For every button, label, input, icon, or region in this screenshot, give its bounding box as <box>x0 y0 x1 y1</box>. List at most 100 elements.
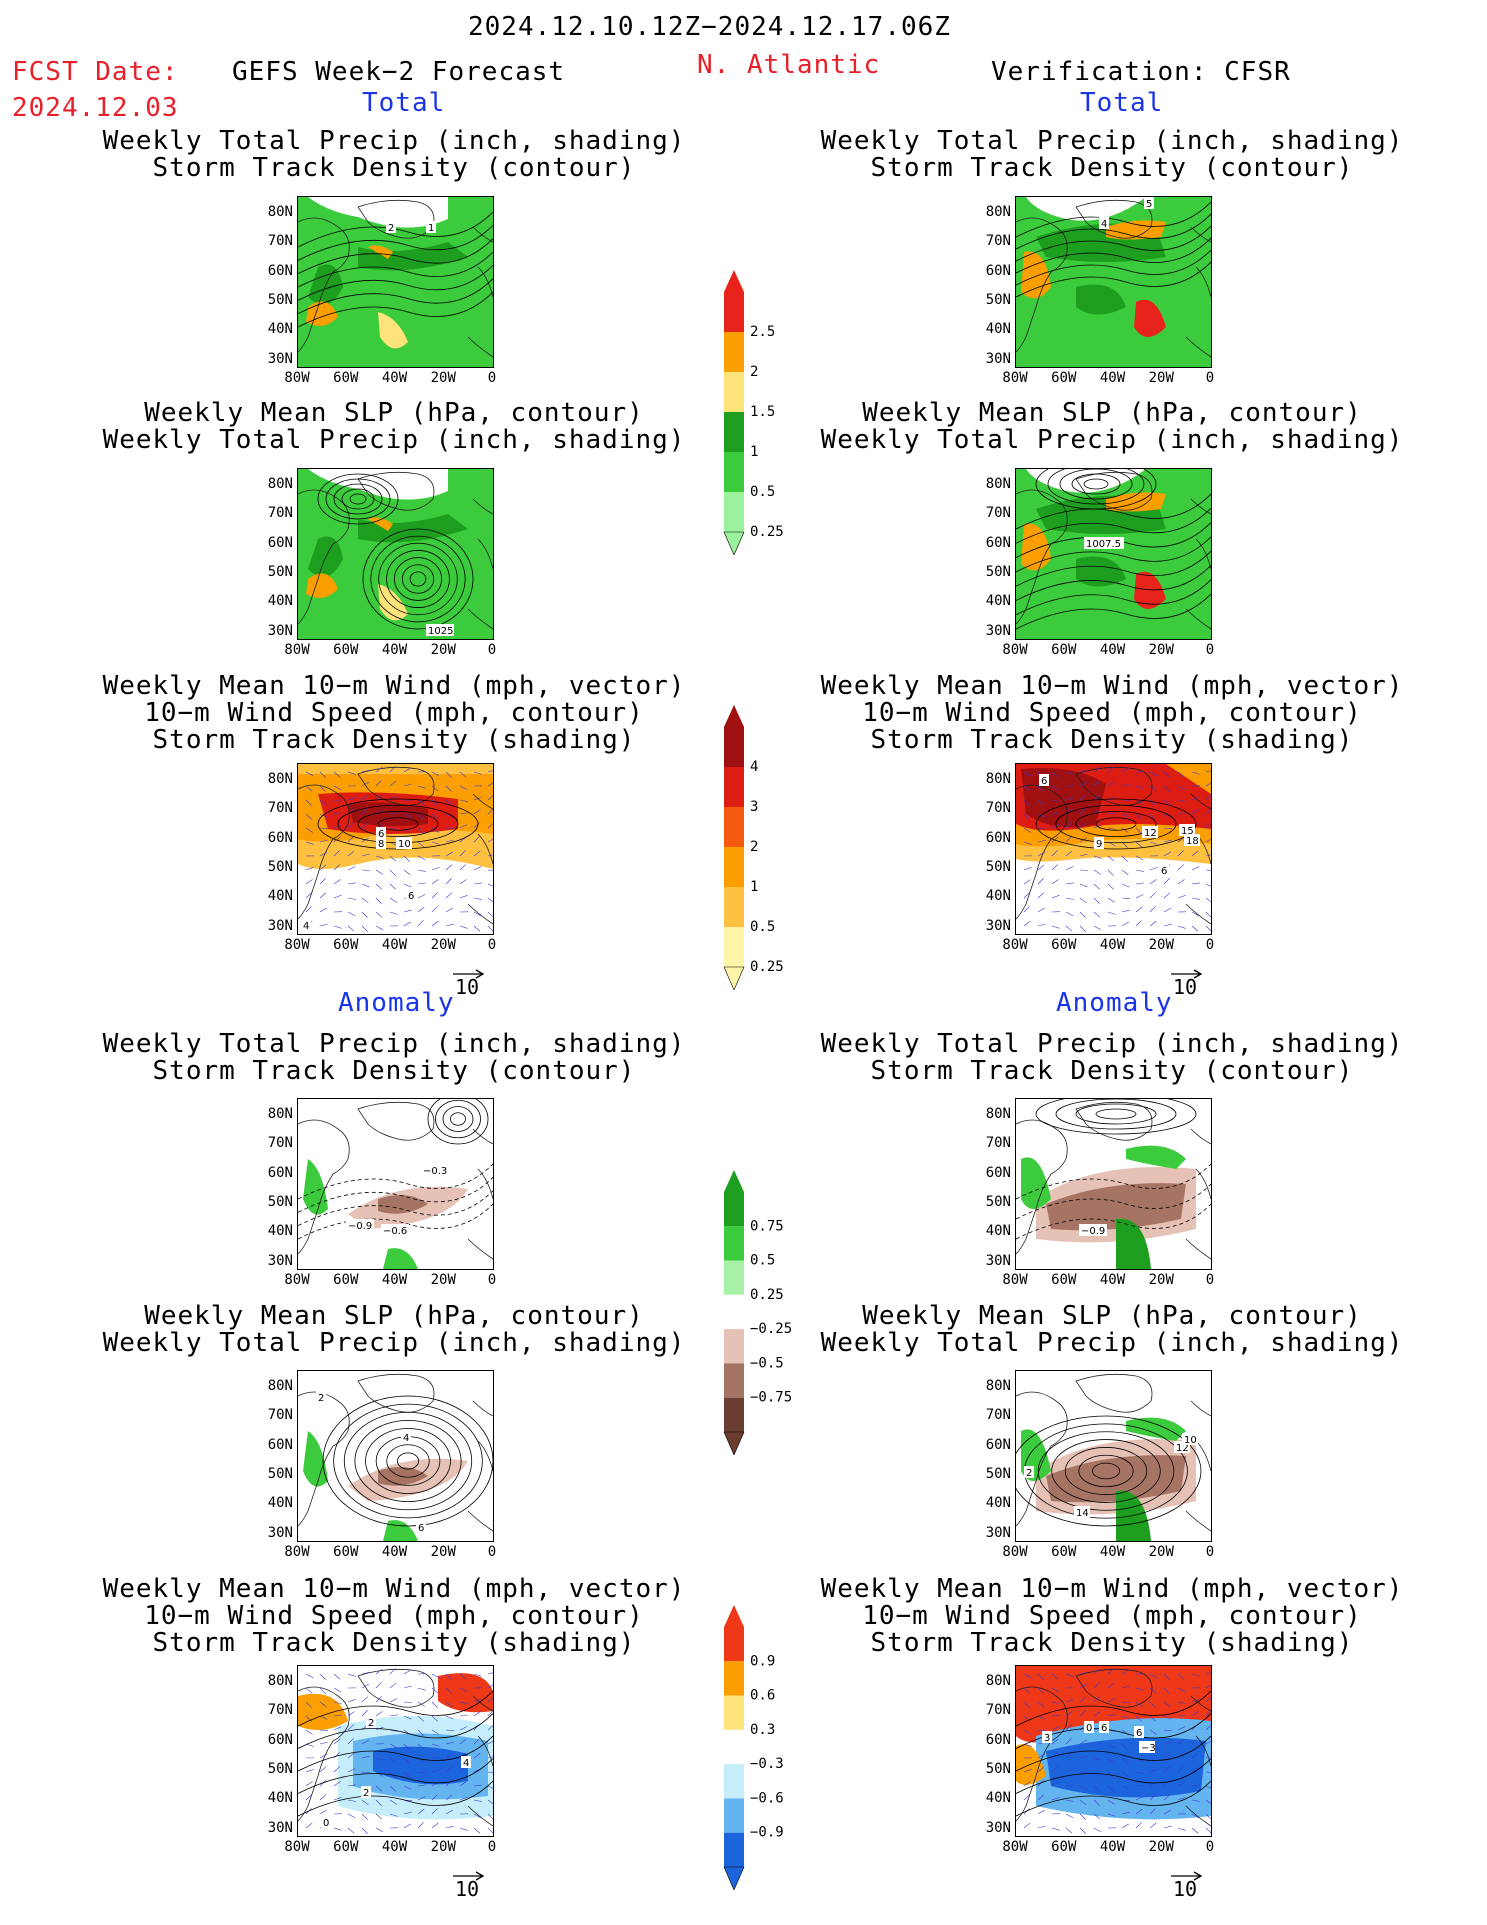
lon-tick-label: 20W <box>430 1272 456 1288</box>
lat-tick-label: 30N <box>267 622 293 639</box>
contour-label-bg <box>1084 1721 1094 1733</box>
lon-tick-label: 80W <box>284 937 310 953</box>
section-anomaly-left: Anomaly <box>338 988 455 1018</box>
lon-tick-label: 40W <box>1099 642 1126 658</box>
colorbar-segment <box>724 1294 744 1330</box>
lat-tick-label: 80N <box>985 204 1011 220</box>
lon-tick-label: 20W <box>430 1839 456 1855</box>
lat-tick-label: 30N <box>985 622 1011 639</box>
lon-tick-label: 20W <box>1148 1839 1174 1855</box>
contour-label: 9 <box>1096 839 1102 850</box>
lon-tick-label: 20W <box>430 1544 456 1560</box>
contour-label: 6 <box>408 891 414 902</box>
lon-tick-label: 60W <box>1051 1272 1077 1288</box>
lat-tick-label: 60N <box>985 1731 1011 1748</box>
colorbar-segment <box>724 887 744 927</box>
colorbar-segment <box>724 1832 744 1867</box>
panel-title-r3-left: Weekly Mean 10−m Wind (mph, vector) 10−m … <box>102 671 686 755</box>
colorbar-label: 0.25 <box>750 959 784 975</box>
lon-tick-label: 0 <box>487 1544 497 1560</box>
map-r5-left: 2 4 6 <box>297 1370 494 1542</box>
lon-tick-label: 80W <box>1002 642 1028 658</box>
colorbar-segment <box>724 452 744 492</box>
lon-tick-label: 80W <box>1002 1839 1028 1855</box>
colorbar-segment <box>724 1192 744 1227</box>
colorbar-segment <box>724 767 744 807</box>
colorbar-label: 1 <box>750 444 758 460</box>
colorbar-segment <box>724 412 744 452</box>
lat-tick-label: 40N <box>267 1495 293 1512</box>
panel-title-r6-left: Weekly Mean 10−m Wind (mph, vector) 10−m … <box>102 1574 686 1658</box>
contour-label: −0.3 <box>423 1166 447 1177</box>
contour-label: 2 <box>318 1393 324 1404</box>
map-r6-left: 2 4 2 0 <box>297 1665 494 1837</box>
colorbar-segment <box>724 807 744 847</box>
contour-label: 0 <box>1086 1723 1092 1734</box>
lat-tick-label: 30N <box>267 350 293 367</box>
vector-ref-r3-right: 10 <box>1170 965 1204 999</box>
contour-label-bg <box>1024 1466 1034 1478</box>
forecast-title: GEFS Week−2 Forecast <box>232 57 566 87</box>
lat-tick-label: 50N <box>985 858 1011 875</box>
lat-tick-label: 70N <box>985 800 1011 817</box>
colorbar-segment <box>724 1729 744 1765</box>
contour-label: −0.6 <box>383 1226 407 1237</box>
lat-tick-label: 40N <box>267 321 293 338</box>
lat-tick-label: 60N <box>985 1164 1011 1181</box>
lon-tick-label: 0 <box>487 937 497 953</box>
date-range-title: 2024.12.10.12Z−2024.12.17.06Z <box>468 12 951 42</box>
contour-label: 6 <box>1101 1723 1107 1734</box>
lat-tick-label: 60N <box>267 1436 293 1453</box>
lon-tick-label: 20W <box>1148 1544 1174 1560</box>
vector-ref-r6-left: 10 <box>452 1867 486 1901</box>
lat-tick-label: 30N <box>985 917 1011 934</box>
colorbar-segment <box>724 1605 744 1627</box>
section-total-right: Total <box>1080 88 1164 118</box>
contour-label: 3 <box>1044 1733 1050 1744</box>
lat-tick-label: 30N <box>267 1524 293 1541</box>
lon-tick-label: 40W <box>381 1544 408 1560</box>
lat-tick-label: 30N <box>267 1252 293 1269</box>
panel-title-r2-right: Weekly Mean SLP (hPa, contour) Weekly Tot… <box>820 398 1404 455</box>
contour-label-bg <box>426 221 436 233</box>
lon-tick-label: 60W <box>1051 937 1077 953</box>
panel-title-r5-right: Weekly Mean SLP (hPa, contour) Weekly Tot… <box>820 1301 1404 1358</box>
contour-label: 10 <box>398 839 411 850</box>
contour-label-bg <box>1099 217 1109 229</box>
lat-tick-label: 70N <box>267 233 293 250</box>
lon-tick-label: 0 <box>487 1839 497 1855</box>
lat-tick-label: 40N <box>985 1495 1011 1512</box>
lat-tick-label: 30N <box>267 1819 293 1836</box>
lat-tick-label: 70N <box>985 1407 1011 1424</box>
colorbar-label: 2 <box>750 839 758 855</box>
lat-tick-label: 80N <box>985 771 1011 787</box>
map-r5-right: 2 12 10 14 <box>1015 1370 1212 1542</box>
lat-tick-label: 80N <box>985 1378 1011 1394</box>
contour-label-bg <box>1142 826 1158 838</box>
contour-label-bg <box>1184 834 1200 846</box>
contour-label-bg <box>321 1816 331 1828</box>
contour-label: 10 <box>1184 1435 1197 1446</box>
colorbar-segment <box>724 847 744 887</box>
colorbar-label: 2 <box>750 364 758 380</box>
lon-tick-label: 0 <box>1205 937 1215 953</box>
colorbar-label: 1 <box>750 879 758 895</box>
colorbar-label: 0.25 <box>750 1287 784 1303</box>
contour-label: 6 <box>378 829 384 840</box>
colorbar-storm-anomaly: 0.9 0.6 0.3 −0.3 −0.6 −0.9 <box>722 1605 802 1891</box>
vector-ref-r3-left: 10 <box>452 965 486 999</box>
lat-tick-label: 60N <box>985 534 1011 551</box>
lat-tick-label: 30N <box>985 1524 1011 1541</box>
contour-label: 2 <box>368 1718 374 1729</box>
contour-label-bg <box>426 624 454 636</box>
contour-label-bg <box>1042 1731 1052 1743</box>
contour-label: 6 <box>1041 776 1047 787</box>
colorbar-segment <box>724 1260 744 1295</box>
contour-label: 12 <box>1144 828 1157 839</box>
lat-tick-label: 60N <box>267 1164 293 1181</box>
contour-label: 8 <box>378 839 384 850</box>
colorbar-svg: 0.9 0.6 0.3 −0.3 −0.6 −0.9 <box>723 1605 784 1891</box>
map-field: −0.9 <box>1016 1099 1211 1269</box>
map-field: 2 4 6 <box>298 1371 493 1541</box>
contour-label: −3 <box>1141 1743 1156 1754</box>
